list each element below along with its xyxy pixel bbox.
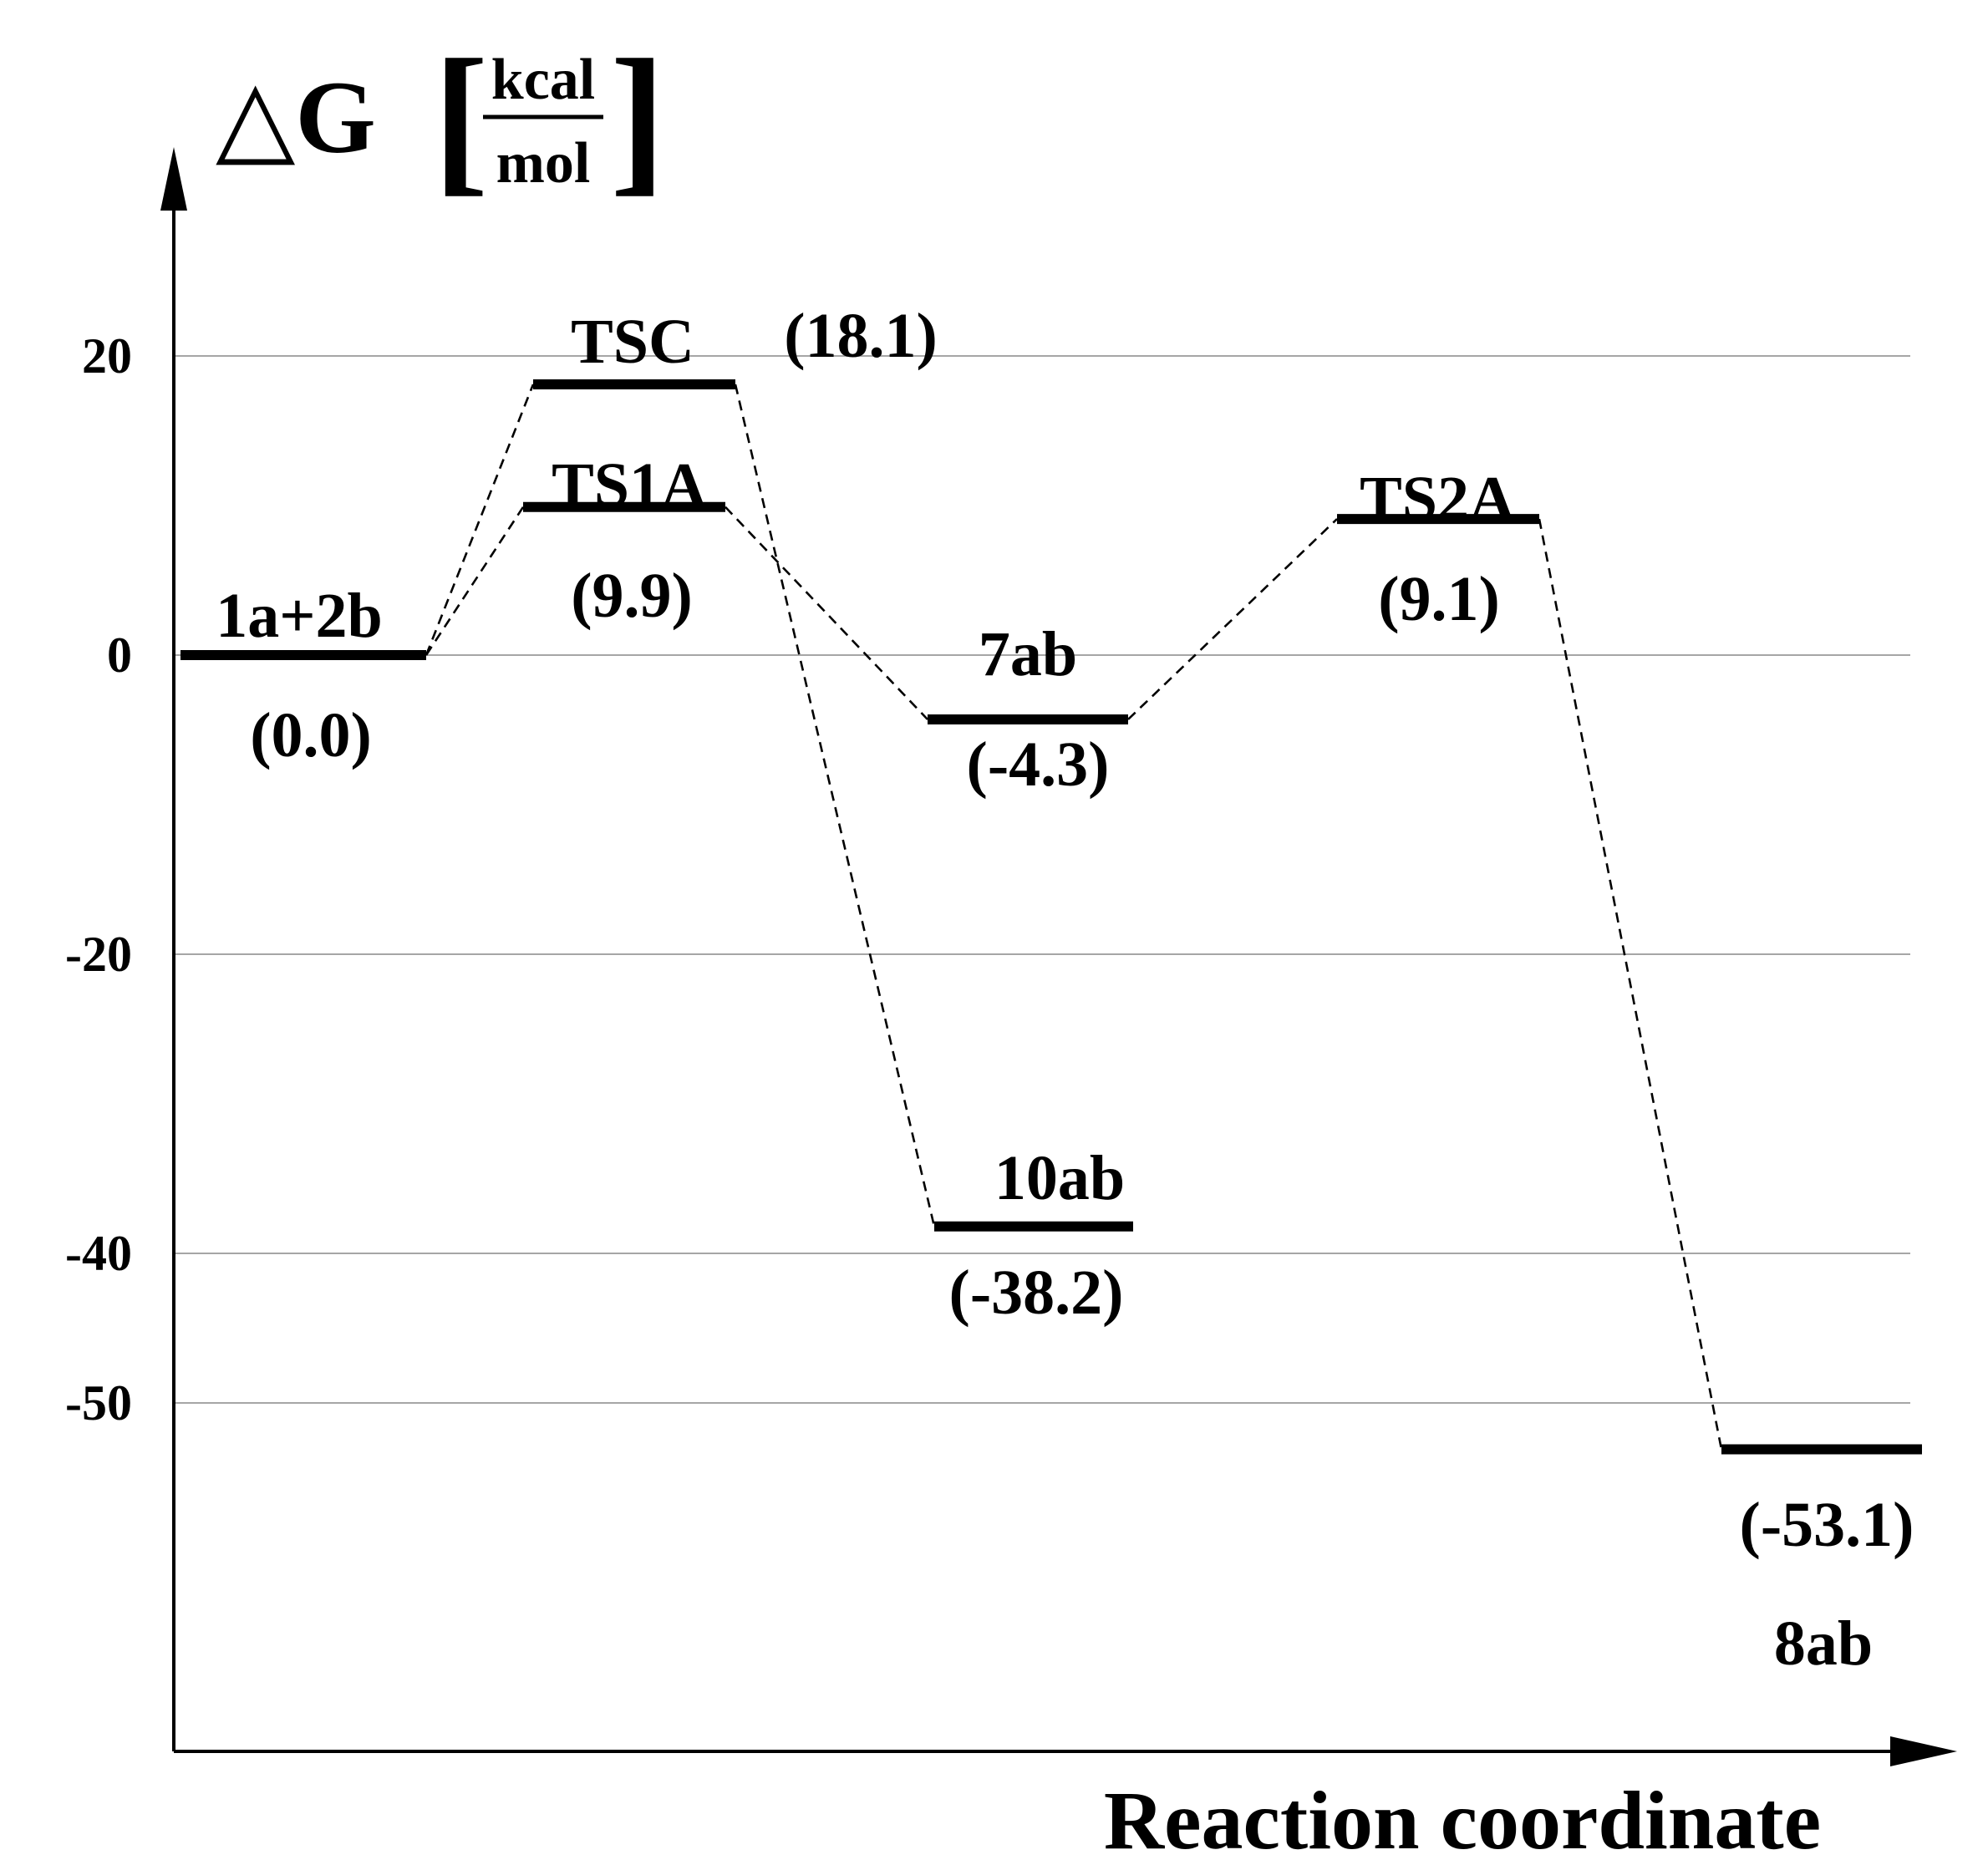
level-name: 8ab <box>1774 1608 1873 1679</box>
y-tick-labels: 20 0 -20 -40 -50 <box>65 328 132 1431</box>
connector-line <box>1538 518 1723 1450</box>
y-axis-label-bracket-right: ] <box>610 26 666 211</box>
x-axis-label: Reaction coordinate <box>1104 1774 1821 1860</box>
y-tick-label: 0 <box>107 628 132 683</box>
y-tick-label: -40 <box>65 1226 132 1281</box>
level-name: 10ab <box>994 1143 1125 1213</box>
connector-line <box>1127 518 1338 720</box>
y-axis-unit-numerator: kcal <box>491 48 595 112</box>
level-value: (9.1) <box>1378 564 1500 634</box>
level-name: TSC <box>571 307 694 377</box>
level-name: TS2A <box>1360 464 1515 534</box>
energy-level-ts2a: TS2A (9.1) <box>1337 464 1539 634</box>
y-axis-arrow-icon <box>160 147 187 211</box>
energy-level-p8: 8ab (-53.1) <box>1721 1444 1922 1679</box>
axes <box>160 147 1957 1766</box>
y-tick-label: -50 <box>65 1375 132 1431</box>
energy-level-p10: 10ab (-38.2) <box>934 1143 1133 1328</box>
connector-line <box>425 384 535 656</box>
energy-levels: 1a+2b (0.0) TSC (18.1) TS1A (9.9) 7ab (-4.3) 10a… <box>180 301 1922 1679</box>
y-axis-label-symbol: △G <box>216 60 376 175</box>
level-name: 7ab <box>979 619 1077 689</box>
y-axis-label: △G [ kcal mol ] <box>216 26 666 211</box>
level-value: (-53.1) <box>1740 1490 1914 1560</box>
x-axis-arrow-icon <box>1890 1736 1957 1766</box>
y-axis-label-bracket-left: [ <box>433 26 489 211</box>
level-value: (-4.3) <box>967 729 1110 800</box>
connector-line <box>725 506 928 720</box>
energy-level-r: 1a+2b (0.0) <box>180 581 426 770</box>
grid-lines <box>174 355 1910 1404</box>
y-tick-label: 20 <box>82 328 132 384</box>
connector-lines <box>425 384 1723 1450</box>
level-name: TS1A <box>552 450 707 521</box>
level-value: (-38.2) <box>949 1258 1124 1328</box>
level-value: (0.0) <box>250 700 372 770</box>
energy-level-ts1a: TS1A (9.9) <box>523 450 725 631</box>
y-tick-label: -20 <box>65 927 132 982</box>
y-axis-unit-denominator: mol <box>496 131 591 196</box>
level-value: (18.1) <box>784 301 938 371</box>
level-name: 1a+2b <box>216 581 383 651</box>
connector-line <box>734 384 936 1227</box>
energy-level-tsc: TSC (18.1) <box>533 301 938 390</box>
energy-level-i7: 7ab (-4.3) <box>928 619 1128 800</box>
connector-line <box>425 506 525 656</box>
level-value: (9.9) <box>571 561 693 631</box>
